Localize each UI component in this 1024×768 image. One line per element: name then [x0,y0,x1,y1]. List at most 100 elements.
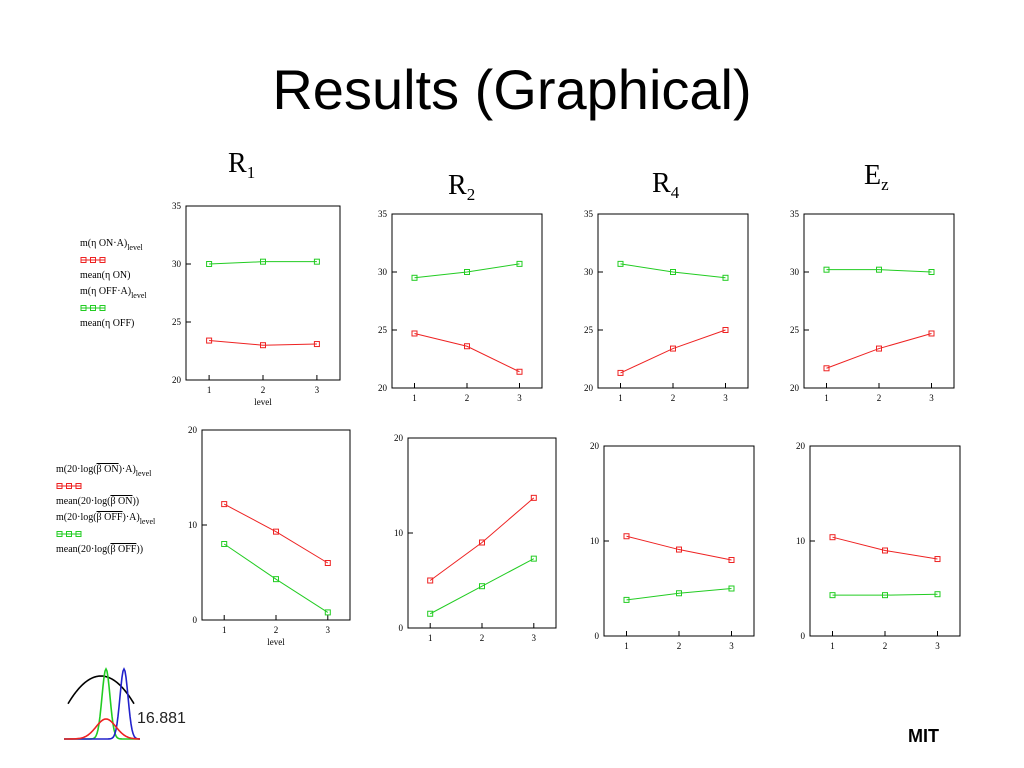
series-line [832,593,938,596]
y-tick-label: 25 [790,325,800,335]
y-tick-label: 0 [399,623,404,633]
x-tick-label: 1 [830,641,835,651]
legend-entry-on-effect: m(20·log(β ON)·A) level [56,462,155,478]
legend-entry-off-mean-label: mean(20·log(β OFF)) [56,542,155,558]
legend-text: β ON [96,464,119,475]
x-tick-label: 2 [465,393,470,403]
x-tick-label: 3 [315,385,320,395]
data-point [313,341,320,348]
legend-text: )·A) [118,464,136,475]
data-point [206,261,213,267]
data-point [670,345,676,352]
legend-entry-on-mean [80,252,147,268]
legend-text: ·A) [113,238,128,249]
column-header-sub: z [881,175,889,194]
data-point [324,560,331,566]
data-point [934,591,941,598]
y-tick-label: 25 [584,325,594,335]
x-tick-label: 1 [428,633,433,643]
data-point [411,330,418,337]
y-tick-label: 0 [193,615,198,625]
x-tick-label: 3 [723,393,728,403]
y-tick-label: 0 [801,631,806,641]
data-point [617,369,624,376]
legend-text: mean(η ON) [80,270,131,281]
red-series-marker-icon [80,257,106,263]
data-point [617,260,624,267]
x-tick-label: 2 [877,393,882,403]
legend-text: m(20·log( [56,512,97,523]
series-line [223,503,329,564]
legend-entry-on-mean-label: mean(η ON) [80,268,147,284]
x-tick-label: 3 [326,625,331,635]
legend-text: m(20·log( [56,464,97,475]
data-point [516,260,523,267]
data-point [934,556,941,563]
series-line [626,588,732,601]
legend-text: β OFF [110,544,137,555]
y-tick-label: 10 [188,520,198,530]
x-tick-label: 2 [274,625,279,635]
data-point [728,557,735,563]
legend-subscript: level [127,243,143,252]
y-tick-label: 35 [378,209,388,219]
x-axis-label: level [267,637,285,647]
y-tick-label: 20 [378,383,388,393]
legend-entry-off-mean-label: mean(η OFF) [80,316,147,332]
column-header-r4: R4 [652,170,679,202]
legend-top: m(η ON ·A) level mean(η ON) m(η OFF ·A) leve… [80,236,147,332]
gaussian-logo-icon [64,667,141,740]
y-tick-label: 10 [590,536,600,546]
chart-top-r2: 20 25 30 35 1 2 3 [378,209,543,403]
data-point [411,274,418,281]
organization-label: MIT [908,726,939,746]
plot-frame [407,437,557,629]
data-point [221,541,228,547]
y-tick-label: 30 [378,267,388,277]
legend-entry-on-mean [56,478,155,494]
data-point [516,368,523,375]
data-point [623,596,630,603]
x-tick-label: 2 [671,393,676,403]
x-tick-label: 1 [412,393,417,403]
data-point [882,592,888,599]
legend-text: β OFF [96,512,123,523]
logo-parabola-curve [67,675,135,705]
data-point [530,555,537,562]
series-line [414,263,520,279]
y-tick-label: 30 [172,259,182,269]
data-point [928,269,935,275]
x-tick-label: 2 [883,641,888,651]
legend-entry-on-effect: m(η ON ·A) level [80,236,147,252]
series-line [826,269,932,273]
data-point [479,583,485,590]
column-header-sub: 2 [466,185,476,204]
x-tick-label: 2 [677,641,682,651]
x-tick-label: 1 [618,393,623,403]
data-point [876,345,882,352]
series-line [223,543,329,613]
logo-number: 16.881 [137,710,186,727]
x-tick-label: 3 [729,641,734,651]
data-point [260,258,266,265]
series-line [209,340,317,346]
green-series-marker-icon [80,305,106,311]
green-series-marker-icon [56,531,82,537]
legend-entry-off-mean [80,300,147,316]
legend-entry-off-mean [56,526,155,542]
data-point [928,330,935,337]
data-point [464,269,470,275]
data-point [221,501,228,508]
legend-entry-on-mean-label: mean(20·log(β ON)) [56,494,155,510]
x-tick-label: 2 [480,633,485,643]
data-point [479,539,485,546]
data-point [823,365,830,372]
plot-frame [603,445,755,637]
data-point [260,342,266,349]
legend-text: m( [80,286,92,297]
column-header-r2: R2 [448,172,475,204]
y-tick-label: 20 [796,441,806,451]
legend-text: η OFF [91,286,118,297]
data-point [722,274,729,281]
y-tick-label: 20 [790,383,800,393]
